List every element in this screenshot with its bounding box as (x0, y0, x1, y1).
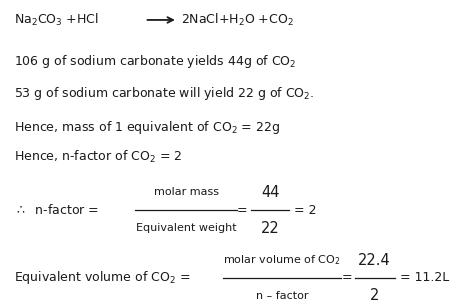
Text: = 11.2L: = 11.2L (400, 271, 449, 284)
Text: n – factor: n – factor (256, 291, 308, 301)
Text: $\therefore$  n-factor =: $\therefore$ n-factor = (14, 203, 99, 217)
Text: Equivalent weight: Equivalent weight (136, 223, 237, 233)
Text: 106 g of sodium carbonate yields 44g of CO$_2$: 106 g of sodium carbonate yields 44g of … (14, 53, 297, 70)
Text: Hence, mass of 1 equivalent of CO$_2$ = 22g: Hence, mass of 1 equivalent of CO$_2$ = … (14, 119, 281, 136)
Text: 2: 2 (370, 288, 379, 303)
Text: Hence, n-factor of CO$_2$ = 2: Hence, n-factor of CO$_2$ = 2 (14, 149, 182, 165)
Text: =: = (237, 204, 247, 217)
Text: = 2: = 2 (294, 204, 316, 217)
Text: 22: 22 (261, 221, 280, 235)
Text: 22.4: 22.4 (358, 253, 391, 267)
Text: molar mass: molar mass (154, 188, 219, 197)
Text: Equivalent volume of CO$_2$ =: Equivalent volume of CO$_2$ = (14, 269, 191, 286)
Text: =: = (342, 271, 352, 284)
Text: 44: 44 (261, 185, 280, 200)
Text: molar volume of CO$_2$: molar volume of CO$_2$ (223, 253, 341, 267)
Text: Na$_2$CO$_3$ +HCl: Na$_2$CO$_3$ +HCl (14, 12, 99, 28)
Text: 2NaCl+H$_2$O +CO$_2$: 2NaCl+H$_2$O +CO$_2$ (181, 12, 294, 28)
Text: 53 g of sodium carbonate will yield 22 g of CO$_2$.: 53 g of sodium carbonate will yield 22 g… (14, 85, 315, 102)
